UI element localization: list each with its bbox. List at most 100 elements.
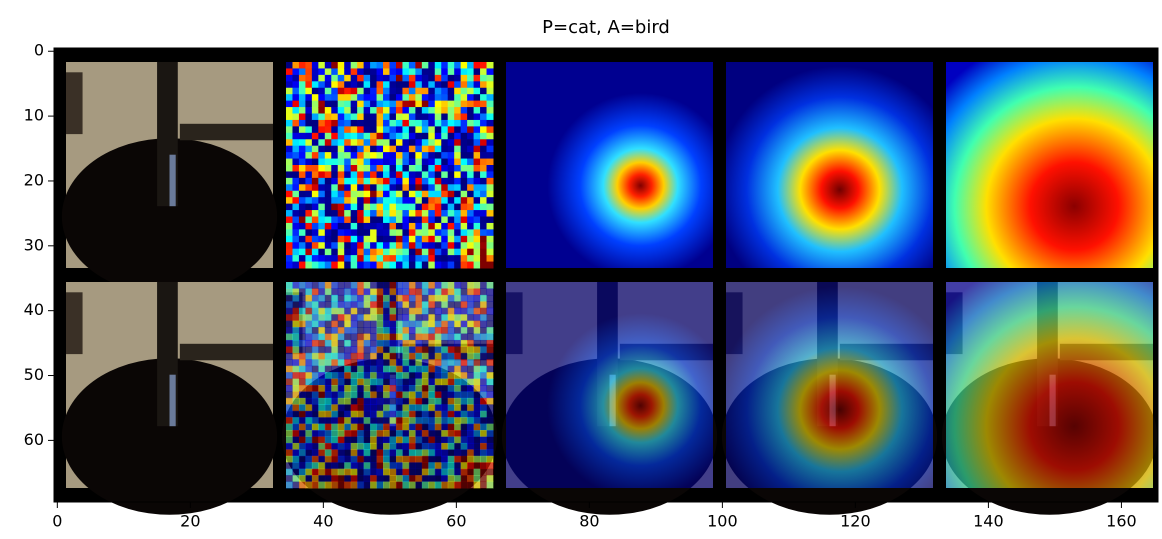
- heat-cell: [408, 210, 416, 217]
- heat-cell: [473, 282, 481, 289]
- heat-cell: [370, 100, 378, 108]
- panel: [501, 282, 718, 515]
- heat-cell: [370, 475, 378, 483]
- heat-cell: [298, 307, 306, 315]
- heat-cell: [408, 423, 416, 431]
- heat-cell: [324, 171, 332, 179]
- heat-cell: [480, 288, 488, 296]
- heat-cell: [305, 410, 313, 418]
- heat-cell: [402, 301, 410, 309]
- heat-cell: [395, 462, 403, 470]
- heat-cell: [415, 190, 423, 198]
- heat-cell: [421, 359, 429, 367]
- heat-cell: [318, 119, 326, 127]
- heat-cell: [305, 417, 313, 425]
- heat-cell: [434, 410, 442, 418]
- heat-cell: [305, 404, 313, 412]
- heat-cell: [441, 229, 449, 237]
- heat-cell: [376, 119, 384, 127]
- heat-cell: [363, 113, 371, 121]
- heat-cell: [441, 145, 449, 153]
- heat-cell: [318, 301, 326, 309]
- heat-cell: [454, 385, 462, 392]
- heat-cell: [408, 171, 416, 179]
- heat-cell: [402, 126, 410, 134]
- heat-cell: [370, 423, 378, 431]
- heat-cell: [480, 333, 488, 341]
- heat-cell: [344, 333, 352, 341]
- heat-cell: [305, 94, 313, 102]
- heat-cell: [402, 442, 410, 450]
- heat-cell: [357, 74, 365, 82]
- heat-cell: [383, 171, 390, 179]
- heat-cell: [383, 430, 390, 437]
- heat-cell: [383, 481, 390, 489]
- heat-cell: [421, 352, 429, 360]
- heat-cell: [454, 481, 462, 489]
- x-tick-label: 80: [579, 512, 599, 531]
- heat-cell: [350, 320, 358, 328]
- heat-cell: [331, 327, 339, 334]
- heat-cell: [292, 404, 300, 412]
- heat-cell: [415, 294, 423, 302]
- heat-cell: [292, 242, 300, 250]
- heat-cell: [311, 410, 319, 418]
- heat-cell: [454, 235, 462, 243]
- heat-cell: [402, 107, 410, 114]
- heat-cell: [350, 229, 358, 237]
- heat-cell: [331, 184, 339, 192]
- heat-cell: [357, 190, 365, 198]
- heat-cell: [324, 74, 332, 82]
- heat-cell: [428, 255, 436, 263]
- heat-cell: [370, 229, 378, 237]
- heat-cell: [434, 119, 442, 127]
- heat-cell: [454, 139, 462, 147]
- heat-cell: [441, 365, 449, 373]
- heat-cell: [376, 242, 384, 250]
- heat-cell: [324, 385, 332, 392]
- heat-cell: [415, 119, 423, 127]
- heat-cell: [292, 222, 300, 230]
- heat-cell: [441, 107, 449, 114]
- heat-cell: [331, 339, 339, 347]
- heat-cell: [428, 184, 436, 192]
- heat-cell: [357, 248, 365, 256]
- heat-cell: [447, 346, 455, 354]
- heat-cell: [383, 282, 390, 289]
- heat-cell: [286, 339, 293, 347]
- heat-cell: [473, 346, 481, 354]
- heat-cell: [395, 314, 403, 322]
- heat-cell: [441, 242, 449, 250]
- heat-cell: [292, 423, 300, 431]
- heat-cell: [383, 81, 390, 89]
- heat-cell: [434, 333, 442, 341]
- heat-cell: [441, 468, 449, 476]
- heat-cell: [357, 158, 365, 166]
- heat-cell: [305, 481, 313, 489]
- heat-cell: [370, 339, 378, 347]
- heat-cell: [292, 301, 300, 309]
- heat-cell: [395, 417, 403, 425]
- heat-cell: [318, 359, 326, 367]
- heat-cell: [389, 430, 397, 437]
- heat-cell: [460, 397, 468, 405]
- heat-cell: [467, 288, 475, 296]
- heat-cell: [376, 378, 384, 386]
- heat-cell: [318, 94, 326, 102]
- heat-cell: [286, 462, 293, 470]
- heat-cell: [434, 74, 442, 82]
- heat-cell: [337, 294, 345, 302]
- heat-cell: [421, 216, 429, 224]
- heat-cell: [473, 126, 481, 134]
- heat-cell: [486, 68, 494, 76]
- heat-cell: [480, 158, 488, 166]
- heat-cell: [286, 203, 293, 211]
- heat-cell: [357, 455, 365, 463]
- heat-cell: [434, 100, 442, 108]
- heat-cell: [428, 229, 436, 237]
- heat-cell: [447, 255, 455, 263]
- heat-cell: [337, 248, 345, 256]
- heat-cell: [383, 327, 390, 334]
- heat-cell: [370, 152, 378, 160]
- heat-cell: [376, 449, 384, 457]
